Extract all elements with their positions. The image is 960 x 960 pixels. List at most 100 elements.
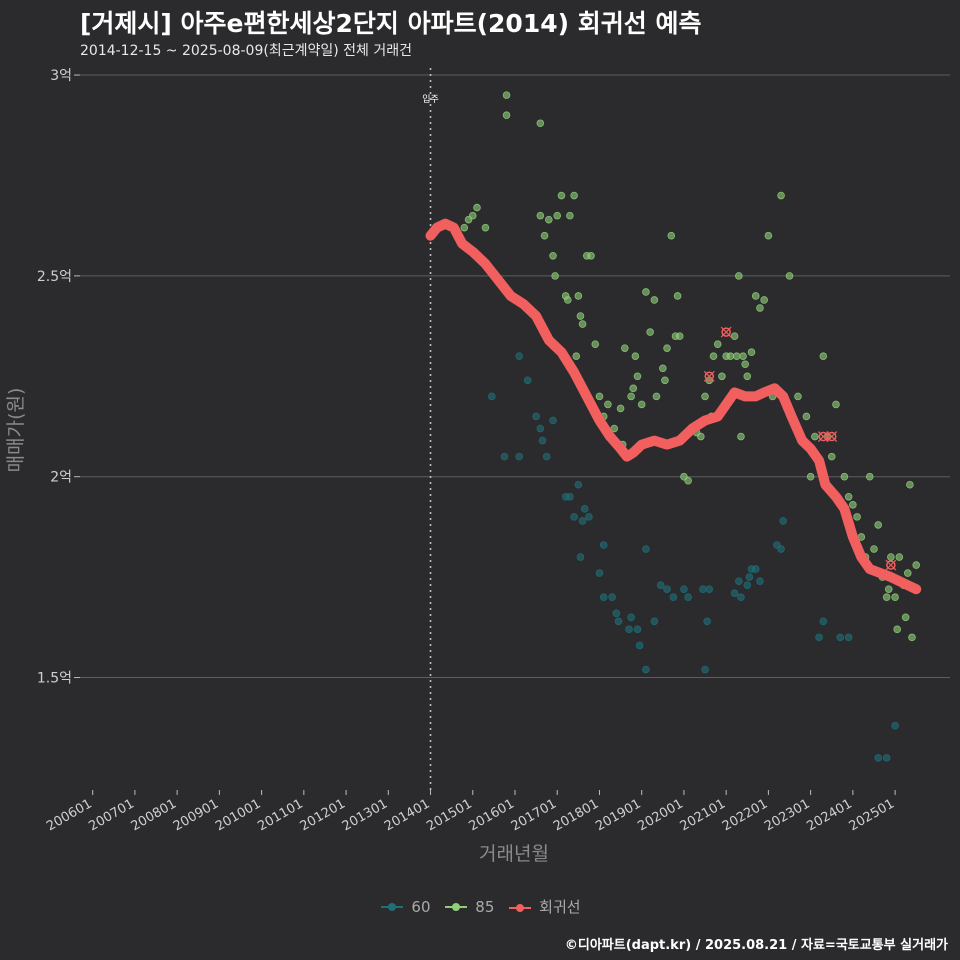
data-point-60	[574, 480, 583, 489]
data-point-60	[642, 545, 650, 553]
data-point-60	[580, 505, 589, 513]
data-point-85	[840, 472, 849, 481]
legend-key-regression	[507, 901, 533, 915]
data-point-60	[663, 585, 671, 593]
data-point-85	[633, 372, 642, 381]
move-in-label: 입주	[422, 93, 439, 105]
data-point-85	[576, 312, 585, 320]
data-point-60	[614, 617, 623, 626]
regression-markers	[703, 326, 897, 571]
chart-subtitle: 2014-12-15 ~ 2025-08-09(최근계약일) 전체 거래건	[80, 43, 412, 59]
data-point-85	[553, 211, 562, 220]
data-point-85	[794, 392, 802, 401]
data-point-60	[743, 581, 752, 589]
data-point-85	[650, 296, 659, 304]
y-axis-label: 매매가(원)	[5, 388, 27, 473]
data-point-60	[680, 585, 688, 593]
data-point-85	[908, 633, 916, 642]
data-point-85	[760, 296, 768, 304]
data-point-85	[587, 251, 595, 260]
data-point-60	[745, 573, 754, 581]
data-point-60	[735, 577, 743, 585]
x-axis-label: 거래년월	[479, 843, 549, 865]
data-point-85	[901, 613, 910, 622]
x-tick-label: 200701	[86, 796, 136, 834]
data-point-60	[891, 721, 899, 730]
data-point-60	[515, 352, 524, 361]
data-point-85	[906, 480, 914, 489]
data-point-60	[570, 513, 578, 521]
series-85-points	[460, 91, 921, 642]
regression-line	[425, 218, 922, 595]
data-point-85	[802, 412, 811, 421]
data-point-85	[832, 400, 840, 409]
data-point-85	[743, 372, 752, 381]
x-tick-label: 202201	[720, 796, 770, 834]
data-point-60	[874, 754, 883, 762]
data-point-85	[853, 513, 861, 521]
x-tick-label: 201901	[593, 796, 643, 834]
data-point-85	[849, 501, 857, 509]
data-point-85	[540, 231, 549, 240]
data-point-60	[650, 617, 659, 626]
y-tick-labels: 1.5억 2억 2.5억 3억	[37, 68, 80, 687]
x-tick-label: 201701	[509, 796, 559, 834]
data-point-60	[500, 452, 509, 461]
data-point-60	[633, 625, 642, 634]
legend-label-regression: 회귀선	[539, 898, 581, 916]
data-point-60	[532, 412, 540, 421]
chart-title: [거제시] 아주e편한세상2단지 아파트(2014) 회귀선 예측	[80, 9, 702, 38]
legend-label-60: 60	[411, 897, 431, 916]
data-point-85	[756, 304, 764, 312]
data-point-60	[815, 633, 823, 642]
data-point-60	[779, 517, 787, 525]
series-60-points	[487, 352, 899, 762]
data-point-60	[542, 452, 551, 461]
data-point-60	[730, 589, 739, 597]
y-tick-label: 2.5억	[37, 269, 72, 285]
data-point-85	[709, 352, 718, 361]
data-point-85	[874, 521, 883, 529]
x-tick-label: 201101	[255, 796, 305, 834]
grid-lines	[80, 74, 950, 679]
data-point-85	[732, 352, 741, 361]
regression-marker	[721, 327, 731, 337]
data-point-85	[661, 376, 669, 385]
data-point-60	[669, 593, 678, 602]
data-point-60	[515, 452, 524, 461]
data-point-60	[576, 553, 585, 561]
data-point-60	[612, 609, 621, 618]
data-point-85	[549, 251, 557, 260]
data-point-85	[726, 352, 735, 361]
data-point-85	[827, 452, 836, 461]
regression-marker	[886, 560, 896, 570]
data-point-85	[737, 432, 745, 441]
regression-marker-cross	[817, 431, 829, 442]
data-point-60	[777, 545, 785, 553]
data-point-85	[610, 424, 619, 433]
data-point-85	[730, 332, 739, 340]
data-point-85	[570, 191, 578, 200]
data-point-85	[642, 288, 650, 296]
data-point-85	[713, 340, 722, 348]
regression-marker-cross	[885, 559, 897, 571]
x-tick-label: 201001	[213, 796, 263, 834]
data-point-60	[642, 665, 650, 674]
data-point-85	[563, 296, 572, 304]
x-tick-label: 201301	[340, 796, 390, 834]
data-point-85	[631, 352, 640, 361]
regression-marker	[826, 431, 837, 442]
data-point-85	[891, 593, 899, 602]
data-point-85	[551, 272, 559, 280]
x-tick-label: 200601	[44, 796, 94, 834]
data-point-85	[718, 372, 726, 381]
regression-path	[425, 218, 922, 595]
data-point-85	[893, 625, 902, 634]
data-point-85	[652, 392, 661, 401]
data-point-85	[591, 340, 600, 348]
legend-label-85: 85	[475, 897, 495, 916]
data-point-85	[502, 111, 511, 120]
x-tick-label: 201501	[424, 796, 474, 834]
data-point-85	[502, 91, 511, 99]
data-point-85	[536, 211, 545, 220]
